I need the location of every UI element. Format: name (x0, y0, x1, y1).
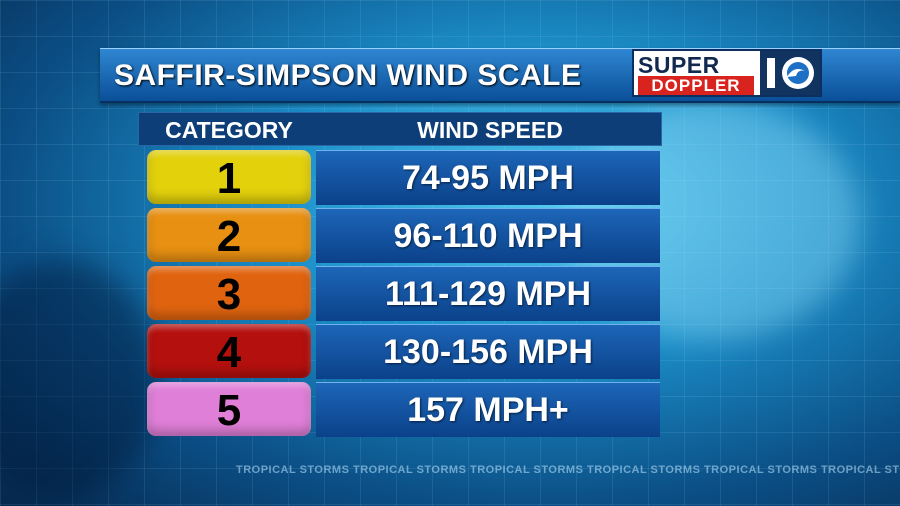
table-row: 4 130-156 MPH (138, 324, 660, 380)
table-header: CATEGORY WIND SPEED (138, 112, 662, 146)
wind-speed-cell: 157 MPH+ (316, 382, 660, 437)
logo-ten-badge (760, 51, 820, 95)
logo-doppler-text: DOPPLER (638, 76, 754, 95)
column-header-wind-speed: WIND SPEED (417, 117, 563, 143)
wind-speed-cell: 74-95 MPH (316, 150, 660, 205)
category-number: 3 (216, 270, 242, 319)
category-box: 4 (147, 324, 311, 378)
category-box: 5 (147, 382, 311, 436)
wind-speed-value: 74-95 MPH (402, 159, 574, 197)
category-box: 2 (147, 208, 311, 262)
table-row: 5 157 MPH+ (138, 382, 660, 438)
station-logo: SUPER DOPPLER (632, 49, 822, 97)
logo-super-text: SUPER (638, 52, 720, 78)
wind-speed-value: 111-129 MPH (384, 275, 592, 313)
category-box: 1 (147, 150, 311, 204)
table-row: 2 96-110 MPH (138, 208, 660, 264)
wind-speed-cell: 96-110 MPH (316, 208, 660, 263)
table-row: 1 74-95 MPH (138, 150, 660, 206)
wind-speed-value: 96-110 MPH (393, 217, 583, 255)
column-header-category: CATEGORY (165, 117, 293, 143)
category-box: 3 (147, 266, 311, 320)
wind-speed-cell: 111-129 MPH (316, 266, 660, 321)
wind-speed-cell: 130-156 MPH (316, 324, 660, 379)
background-haze (0, 260, 160, 500)
category-number: 1 (216, 154, 242, 203)
wind-speed-value: 157 MPH+ (407, 391, 569, 429)
category-number: 4 (216, 328, 242, 377)
wind-speed-value: 130-156 MPH (383, 333, 593, 371)
wave-icon (767, 57, 814, 89)
category-number: 5 (216, 386, 242, 435)
page-title: SAFFIR-SIMPSON WIND SCALE (114, 59, 582, 92)
ticker-text: TROPICAL STORMS TROPICAL STORMS TROPICAL… (236, 464, 900, 476)
category-number: 2 (216, 212, 242, 261)
table-row: 3 111-129 MPH (138, 266, 660, 322)
